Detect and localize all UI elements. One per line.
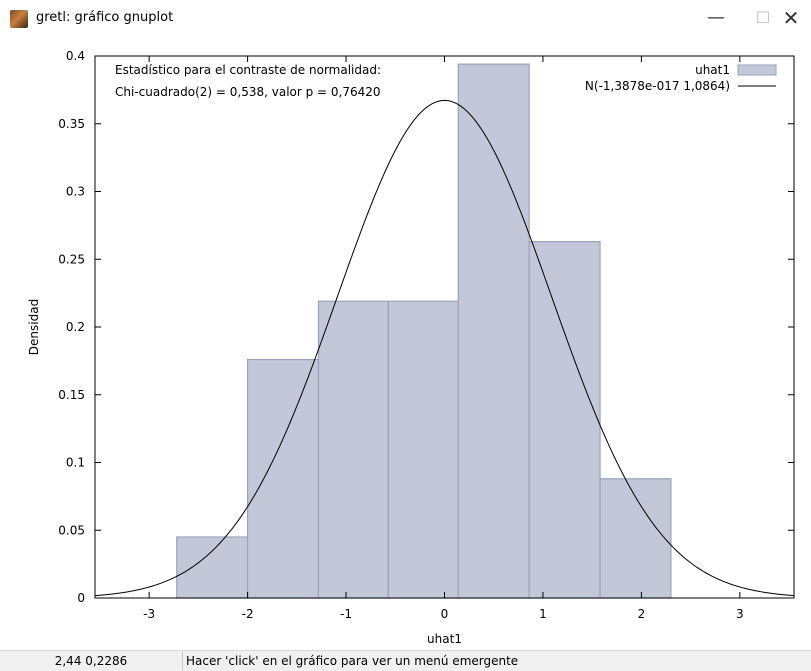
normality-test-text: Chi-cuadrado(2) = 0,538, valor p = 0,764…: [115, 85, 381, 99]
y-axis-label: Densidad: [27, 299, 41, 355]
histogram-bar: [528, 241, 601, 599]
legend-label: N(-1,3878e-017 1,0864): [585, 79, 730, 93]
close-button[interactable]: ✕: [782, 6, 800, 30]
histogram-bar: [246, 358, 320, 599]
maximize-button[interactable]: ☐: [755, 8, 771, 27]
status-hint: Hacer 'click' en el gráfico para ver un …: [186, 654, 519, 668]
histogram-bar: [457, 63, 530, 599]
histogram-bar: [317, 300, 389, 599]
histogram-bar: [599, 478, 672, 599]
legend-swatch-box: [737, 64, 777, 76]
y-tick-label: 0.3: [66, 185, 85, 199]
y-tick-label: 0.15: [58, 388, 85, 402]
y-tick-label: 0.25: [58, 252, 85, 266]
minimize-button[interactable]: —: [707, 7, 725, 28]
x-tick-label: -3: [143, 607, 155, 621]
window-titlebar: gretl: gráfico gnuplot — ☐ ✕: [0, 0, 811, 36]
y-tick-label: 0.35: [58, 117, 85, 131]
x-axis-label: uhat1: [427, 632, 462, 646]
x-tick-label: 0: [441, 607, 449, 621]
status-bar: 2,44 0,2286 Hacer 'click' en el gráfico …: [0, 650, 811, 671]
y-tick-label: 0.4: [66, 49, 85, 63]
x-tick-label: 1: [539, 607, 547, 621]
y-tick-label: 0.1: [66, 456, 85, 470]
histogram-bar: [176, 536, 249, 599]
x-tick-label: -2: [242, 607, 254, 621]
cursor-coordinates: 2,44 0,2286: [0, 652, 183, 670]
legend-label: uhat1: [695, 63, 730, 77]
histogram-bar: [387, 300, 459, 599]
y-tick-label: 0.2: [66, 320, 85, 334]
y-tick-label: 0: [77, 591, 85, 605]
normality-test-text: Estadístico para el contraste de normali…: [115, 63, 381, 77]
normal-curve: [94, 99, 795, 597]
window-title: gretl: gráfico gnuplot: [36, 10, 174, 25]
x-tick-label: 3: [736, 607, 744, 621]
x-tick-label: -1: [340, 607, 352, 621]
histogram-chart[interactable]: 0 0.05 0.1 0.15 0.2 0.25 0.3 0.35 0.4 -3 -2 -1 0 1 2 3 u…: [0, 36, 811, 650]
y-tick-label: 0.05: [58, 523, 85, 537]
x-tick-label: 2: [638, 607, 646, 621]
gretl-app-icon: [10, 10, 28, 28]
plot-area[interactable]: 0 0.05 0.1 0.15 0.2 0.25 0.3 0.35 0.4 -3 -2 -1 0 1 2 3 u…: [0, 36, 811, 650]
